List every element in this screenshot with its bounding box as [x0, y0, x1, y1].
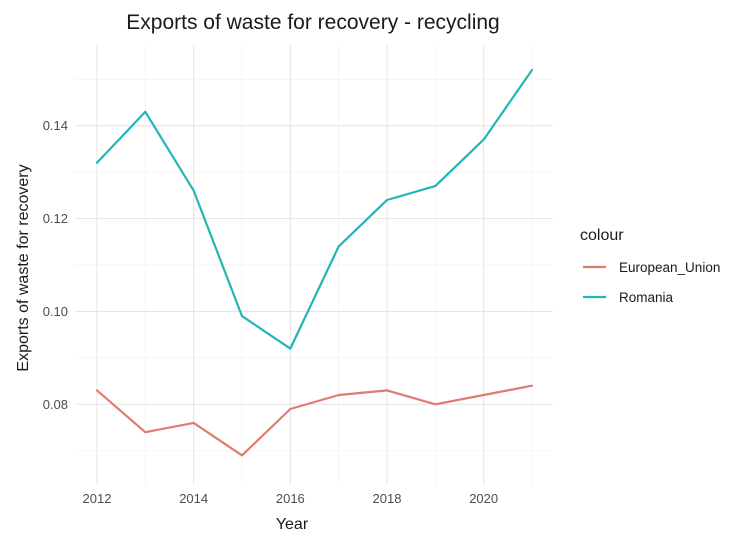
y-tick-label: 0.12	[43, 211, 68, 226]
series-lines	[95, 68, 534, 457]
x-tick-label: 2016	[276, 491, 305, 506]
legend-label-romania: Romania	[619, 290, 674, 305]
series-line-european-union	[95, 384, 534, 457]
tick-labels: 2012 2014 2016 2018 2020 0.08 0.10 0.12 0.14	[43, 118, 498, 506]
legend: colour European_Union Romania	[580, 227, 720, 305]
chart-title: Exports of waste for recovery - recyclin…	[126, 11, 499, 34]
y-axis-label: Exports of waste for recovery	[15, 164, 32, 371]
legend-label-european-union: European_Union	[619, 260, 720, 275]
x-tick-label: 2020	[469, 491, 498, 506]
x-tick-label: 2014	[179, 491, 208, 506]
y-tick-label: 0.08	[43, 397, 68, 412]
y-tick-label: 0.10	[43, 304, 68, 319]
x-tick-label: 2012	[83, 491, 112, 506]
x-tick-label: 2018	[373, 491, 402, 506]
y-tick-label: 0.14	[43, 118, 68, 133]
legend-title: colour	[580, 227, 624, 244]
x-axis-label: Year	[276, 516, 309, 533]
legend-items: European_Union Romania	[583, 260, 720, 305]
series-line-romania	[95, 68, 534, 350]
grid	[75, 45, 553, 485]
